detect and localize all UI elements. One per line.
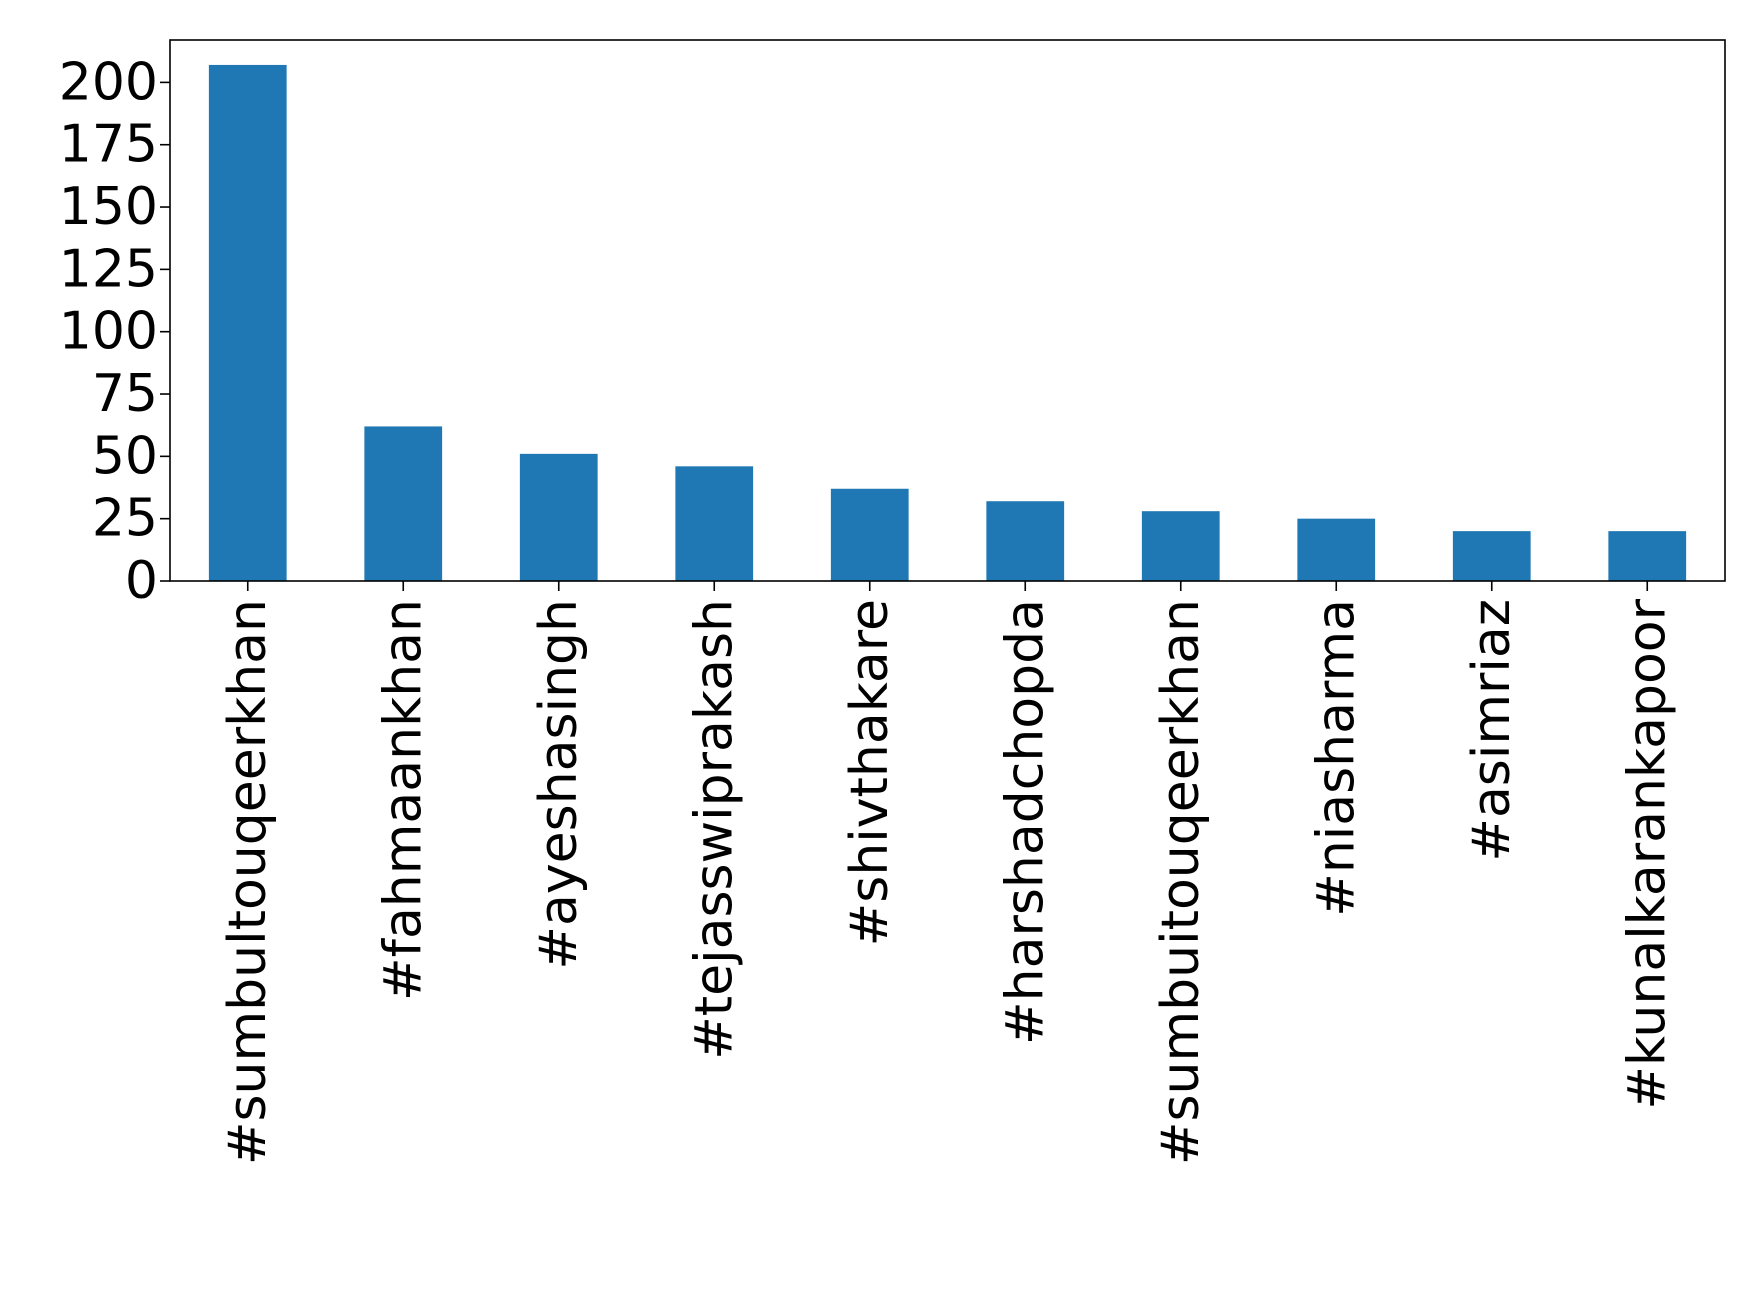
x-tick-label: #niasharma bbox=[1306, 599, 1366, 917]
x-tick-label: #asimriaz bbox=[1462, 599, 1522, 862]
y-tick-label: 0 bbox=[125, 551, 158, 611]
x-tick-label: #fahmaankhan bbox=[373, 599, 433, 1001]
x-tick-label: #kunalkarankapoor bbox=[1617, 598, 1677, 1109]
y-tick-label: 25 bbox=[92, 489, 158, 549]
bar bbox=[519, 453, 598, 581]
bar bbox=[208, 64, 287, 581]
y-tick-label: 100 bbox=[59, 302, 158, 362]
bar bbox=[986, 501, 1065, 581]
y-tick-label: 175 bbox=[59, 115, 158, 175]
y-tick-label: 50 bbox=[92, 426, 158, 486]
y-tick-label: 75 bbox=[92, 364, 158, 424]
x-tick-label: #ayeshasingh bbox=[529, 599, 589, 970]
y-tick-label: 125 bbox=[59, 239, 158, 299]
bar bbox=[675, 466, 754, 581]
x-tick-label: #sumbultouqeerkhan bbox=[218, 599, 278, 1165]
bars-layer bbox=[208, 64, 1687, 581]
bar bbox=[1297, 518, 1376, 581]
y-tick-label: 150 bbox=[59, 177, 158, 237]
y-tick-label: 200 bbox=[59, 52, 158, 112]
bar bbox=[830, 488, 909, 581]
bar bbox=[1452, 531, 1531, 581]
x-axis: #sumbultouqeerkhan #fahmaankhan #ayeshasin… bbox=[218, 581, 1677, 1165]
x-tick-label: #sumbuitouqeerkhan bbox=[1151, 599, 1211, 1165]
bar bbox=[1608, 531, 1687, 581]
x-tick-label: #tejasswiprakash bbox=[684, 599, 744, 1060]
bar bbox=[1141, 511, 1220, 581]
x-tick-label: #harshadchopda bbox=[995, 599, 1055, 1045]
x-tick-label: #shivthakare bbox=[840, 599, 900, 946]
plot-frame bbox=[169, 39, 1726, 582]
bar bbox=[364, 426, 443, 581]
